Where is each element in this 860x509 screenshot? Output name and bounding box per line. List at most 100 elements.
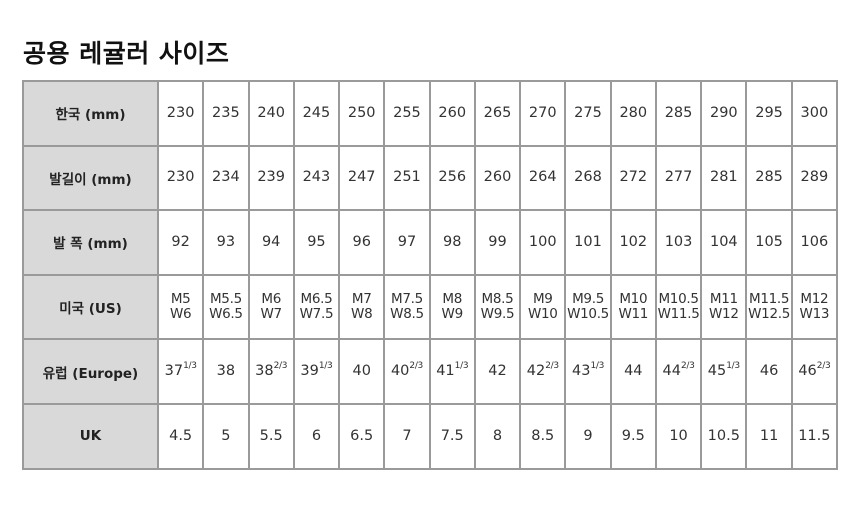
cell-value: 95	[307, 233, 326, 250]
table-cell: 281	[700, 144, 748, 212]
row-header: 발 폭 (mm)	[22, 209, 159, 276]
table-cell: 251	[383, 144, 431, 212]
cell-value: 240	[257, 104, 285, 121]
cell-value: M10	[619, 291, 648, 308]
cell-value: 105	[755, 233, 783, 250]
cell-value: M5	[170, 291, 191, 308]
table-cell: 411/3	[428, 338, 476, 405]
cell-value: 250	[347, 104, 376, 121]
cell-value: 300	[800, 104, 829, 121]
cell-value: 92	[171, 233, 190, 250]
table-cell: 256	[428, 144, 476, 212]
table-cell: M12 W13	[790, 273, 839, 341]
cell-value: M6	[261, 291, 281, 308]
table-cell: 275	[564, 80, 612, 147]
cell-women-size: W12	[709, 306, 739, 323]
cell-value: 93	[216, 233, 236, 250]
table-cell: 289	[790, 144, 839, 212]
cell-value: 46	[759, 363, 779, 380]
cell-value: 40	[352, 363, 371, 380]
cell-fraction: 1/3	[726, 361, 740, 372]
table-cell: 462/3	[790, 338, 839, 405]
cell-fraction: 2/3	[680, 361, 695, 372]
table-cell: 277	[654, 144, 703, 212]
cell-fraction: 2/3	[816, 361, 831, 372]
cell-value: 272	[619, 169, 648, 186]
row-header: 미국 (US)	[22, 273, 159, 341]
cell-value: 289	[800, 169, 829, 186]
table-row: UK 4.5 5 5.5 6 6.5 7 7.5 8 8.5 9 9.5 10 10.5 11 11.5	[22, 402, 839, 470]
table-cell: 268	[564, 144, 612, 212]
table-cell: 93	[202, 209, 250, 276]
cell-value: 6.5	[350, 427, 374, 444]
cell-value: 264	[528, 169, 557, 186]
table-cell: 265	[473, 80, 522, 147]
cell-value: M8	[442, 291, 463, 308]
table-cell: 99	[473, 209, 522, 276]
table-cell: M8 W9	[428, 273, 476, 341]
cell-value: 295	[755, 104, 783, 121]
cell-women-size: W9.5	[480, 306, 515, 323]
table-cell: 6.5	[338, 402, 386, 470]
cell-value: 7	[402, 427, 412, 444]
table-row: 유럽 (Europe) 371/3 38 382/3 391/3 40 402/3 411/3…	[22, 338, 839, 405]
cell-value: 106	[800, 233, 829, 250]
table-cell: M5 W6	[156, 273, 205, 341]
cell-value: 99	[488, 233, 507, 250]
cell-value: 45	[707, 363, 727, 380]
cell-value: 251	[393, 169, 421, 186]
row-header: 한국 (mm)	[22, 80, 159, 147]
cell-women-size: W7.5	[299, 306, 334, 323]
cell-value: 5.5	[259, 427, 283, 444]
table-row: 한국 (mm) 230 235 240 245 250 255 260 265 270 275 280…	[22, 80, 839, 147]
table-cell: M10 W11	[609, 273, 657, 341]
cell-fraction: 1/3	[318, 361, 333, 372]
table-cell: 11.5	[790, 402, 839, 470]
cell-value: M9.5	[572, 291, 604, 308]
cell-women-size: W13	[799, 306, 830, 323]
table-cell: 260	[473, 144, 522, 212]
table-cell: 105	[745, 209, 793, 276]
cell-value: 42	[488, 363, 507, 380]
cell-value: 42	[526, 363, 546, 380]
cell-value: 285	[755, 169, 783, 186]
table-cell: 42	[473, 338, 522, 405]
table-cell: M7 W8	[338, 273, 386, 341]
table-cell: 4.5	[156, 402, 205, 470]
size-chart-table: 한국 (mm) 230 235 240 245 250 255 260 265 270 275 280…	[22, 80, 839, 470]
cell-value: 102	[619, 233, 648, 250]
table-cell: M8.5 W9.5	[473, 273, 522, 341]
cell-value: M11	[709, 291, 738, 308]
cell-value: 11	[759, 427, 779, 444]
table-cell: 101	[564, 209, 612, 276]
table-cell: 402/3	[383, 338, 431, 405]
table-cell: 102	[609, 209, 657, 276]
cell-value: 243	[302, 169, 331, 186]
cell-value: M11.5	[748, 291, 790, 308]
table-row: 발길이 (mm) 230 234 239 243 247 251 256 260 264 268 27…	[22, 144, 839, 212]
table-cell: 431/3	[564, 338, 612, 405]
table-cell: 371/3	[156, 338, 205, 405]
cell-value: 41	[436, 363, 455, 380]
table-cell: 264	[519, 144, 567, 212]
table-cell: 245	[292, 80, 341, 147]
cell-value: 275	[574, 104, 602, 121]
table-cell: M6 W7	[247, 273, 295, 341]
table-cell: 285	[745, 144, 793, 212]
row-header: 발길이 (mm)	[22, 144, 159, 212]
cell-women-size: W8.5	[390, 306, 424, 323]
cell-value: 260	[438, 104, 467, 121]
table-row: 미국 (US) M5 W6 M5.5 W6.5 M6 W7 M6.5 W7.5 M7 W8 M7.5 W…	[22, 273, 839, 341]
table-cell: 382/3	[247, 338, 295, 405]
cell-value: 230	[166, 104, 195, 121]
table-cell: 255	[383, 80, 431, 147]
table-cell: 295	[745, 80, 793, 147]
table-cell: 10.5	[700, 402, 748, 470]
table-cell: 6	[292, 402, 341, 470]
cell-value: 46	[798, 363, 817, 380]
cell-value: 268	[574, 169, 602, 186]
table-cell: 260	[428, 80, 476, 147]
table-cell: 9.5	[609, 402, 657, 470]
cell-value: 277	[664, 169, 693, 186]
cell-value: 40	[390, 363, 410, 380]
